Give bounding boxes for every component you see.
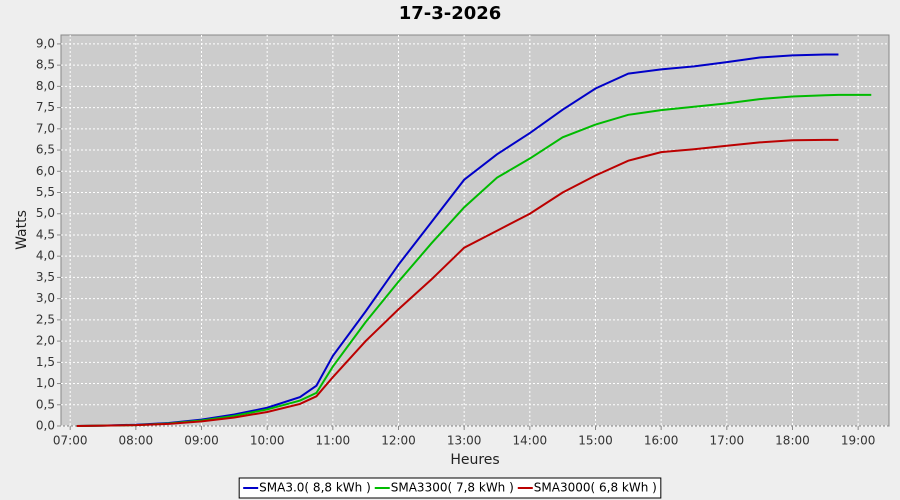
y-tick-label: 6,0 bbox=[36, 164, 55, 178]
y-tick-label: 8,5 bbox=[36, 58, 55, 72]
y-tick-label: 0,0 bbox=[36, 419, 55, 433]
y-tick-label: 9,0 bbox=[36, 36, 55, 50]
plot-area bbox=[60, 34, 890, 427]
series-line bbox=[76, 138, 839, 427]
legend-label: SMA3000( 6,8 kWh ) bbox=[534, 481, 657, 495]
x-tick-label: 14:00 bbox=[513, 434, 548, 448]
x-tick-label: 19:00 bbox=[841, 434, 876, 448]
y-tick-label: 8,0 bbox=[36, 79, 55, 93]
legend-label: SMA3.0( 8,8 kWh ) bbox=[259, 481, 371, 495]
y-tick-label: 7,5 bbox=[36, 100, 55, 114]
x-tick-label: 08:00 bbox=[119, 434, 154, 448]
x-tick-label: 11:00 bbox=[316, 434, 351, 448]
y-axis-label: Watts bbox=[14, 210, 30, 250]
y-tick-label: 5,5 bbox=[36, 185, 55, 199]
chart-title: 17-3-2026 bbox=[399, 3, 502, 24]
x-tick-label: 09:00 bbox=[184, 434, 219, 448]
y-tick-label: 2,0 bbox=[36, 334, 55, 348]
y-tick-label: 1,0 bbox=[36, 376, 55, 390]
legend-label: SMA3300( 7,8 kWh ) bbox=[391, 481, 514, 495]
x-tick-label: 13:00 bbox=[447, 434, 482, 448]
y-tick-label: 0,5 bbox=[36, 397, 55, 411]
x-tick-label: 15:00 bbox=[578, 434, 613, 448]
series-line bbox=[76, 93, 872, 427]
x-tick-label: 17:00 bbox=[710, 434, 745, 448]
y-tick-label: 5,0 bbox=[36, 206, 55, 220]
y-tick-label: 4,5 bbox=[36, 227, 55, 241]
y-tick-label: 1,5 bbox=[36, 355, 55, 369]
y-tick-label: 7,0 bbox=[36, 121, 55, 135]
legend-box bbox=[238, 477, 662, 499]
x-tick-label: 16:00 bbox=[644, 434, 679, 448]
y-tick-label: 3,5 bbox=[36, 270, 55, 284]
x-tick-label: 10:00 bbox=[250, 434, 285, 448]
legend: SMA3.0( 8,8 kWh ) SMA3300( 7,8 kWh ) SMA30… bbox=[238, 477, 662, 499]
x-tick-label: 07:00 bbox=[53, 434, 88, 448]
x-axis-label: Heures bbox=[450, 452, 499, 468]
x-tick-label: 18:00 bbox=[775, 434, 810, 448]
y-tick-label: 4,0 bbox=[36, 249, 55, 263]
x-tick-label: 12:00 bbox=[381, 434, 416, 448]
y-tick-label: 6,5 bbox=[36, 143, 55, 157]
y-tick-label: 3,0 bbox=[36, 291, 55, 305]
y-tick-label: 2,5 bbox=[36, 312, 55, 326]
